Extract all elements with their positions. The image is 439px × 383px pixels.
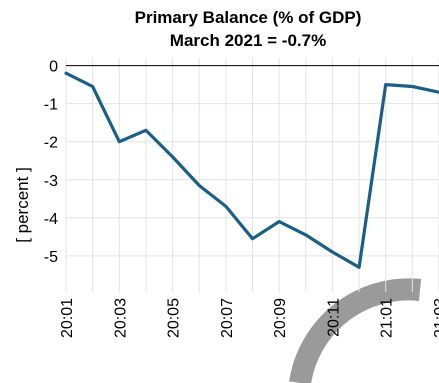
x-tick-label: 20:05 bbox=[166, 298, 183, 338]
x-tick-label: 20:01 bbox=[59, 298, 76, 338]
y-tick-label: 0 bbox=[49, 59, 58, 76]
x-tick-label: 20:11 bbox=[325, 298, 342, 337]
y-ticks: 0 -1 -2 -3 -4 -5 bbox=[44, 59, 58, 266]
x-tick-label: 20:09 bbox=[272, 298, 289, 338]
y-tick-label: -2 bbox=[44, 135, 58, 152]
chart-title: Primary Balance (% of GDP) bbox=[135, 8, 362, 27]
grid-layer bbox=[65, 58, 439, 292]
x-ticks: 20:01 20:03 20:05 20:07 20:09 20:11 21:01 21:03 bbox=[59, 298, 439, 338]
x-tick-label: 20:07 bbox=[219, 298, 236, 338]
x-tick-label: 21:03 bbox=[432, 298, 439, 338]
chart-subtitle: March 2021 = -0.7% bbox=[170, 31, 326, 50]
y-tick-label: -4 bbox=[44, 211, 58, 228]
y-axis-label: [ percent ] bbox=[13, 167, 32, 243]
y-tick-label: -5 bbox=[44, 249, 58, 266]
series-line bbox=[64, 71, 439, 269]
y-tick-label: -3 bbox=[44, 173, 58, 190]
watermark-arc bbox=[289, 278, 422, 383]
y-tick-label: -1 bbox=[44, 97, 58, 114]
x-tick-label: 20:03 bbox=[112, 298, 129, 338]
x-tick-label: 21:01 bbox=[379, 298, 396, 338]
